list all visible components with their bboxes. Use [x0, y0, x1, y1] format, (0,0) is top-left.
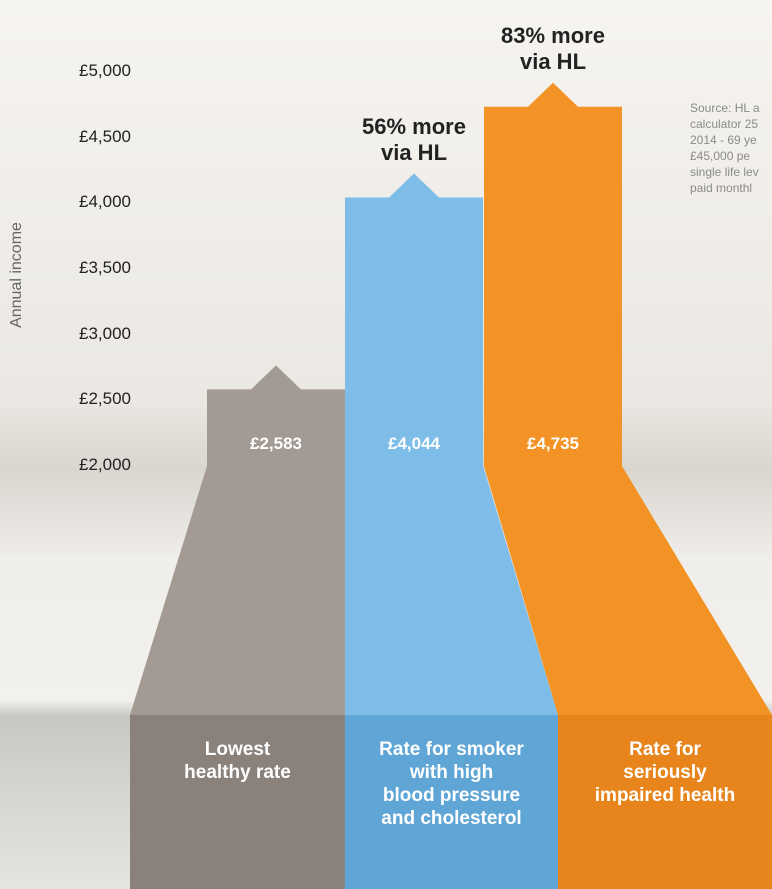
source-note: paid monthl [690, 181, 752, 195]
source-note: £45,000 pe [690, 149, 750, 163]
y-tick-label: £3,500 [60, 258, 150, 278]
category-label: Rate for smoker with high blood pressure… [345, 738, 558, 830]
value-label: £2,583 [207, 434, 345, 454]
y-tick-label: £2,500 [60, 389, 150, 409]
bar [484, 83, 622, 466]
category-label: Rate for seriously impaired health [558, 738, 772, 807]
annotation: 56% more via HL [334, 114, 494, 166]
source-note: Source: HL a [690, 101, 760, 115]
source-note: 2014 - 69 ye [690, 133, 757, 147]
y-axis-label: Annual income [8, 220, 26, 330]
category-label: Lowest healthy rate [130, 738, 345, 784]
source-note: calculator 25 [690, 117, 758, 131]
bar [345, 174, 483, 466]
source-note: single life lev [690, 165, 759, 179]
page: Annual income (() => { const data = JSON… [0, 0, 772, 889]
bar-flare [130, 466, 345, 715]
value-label: £4,044 [345, 434, 483, 454]
y-tick-label: £4,000 [60, 192, 150, 212]
annotation: 83% more via HL [473, 23, 633, 75]
y-tick-label: £5,000 [60, 61, 150, 81]
y-tick-label: £3,000 [60, 324, 150, 344]
y-tick-label: £2,000 [60, 455, 150, 475]
y-tick-label: £4,500 [60, 127, 150, 147]
value-label: £4,735 [484, 434, 622, 454]
